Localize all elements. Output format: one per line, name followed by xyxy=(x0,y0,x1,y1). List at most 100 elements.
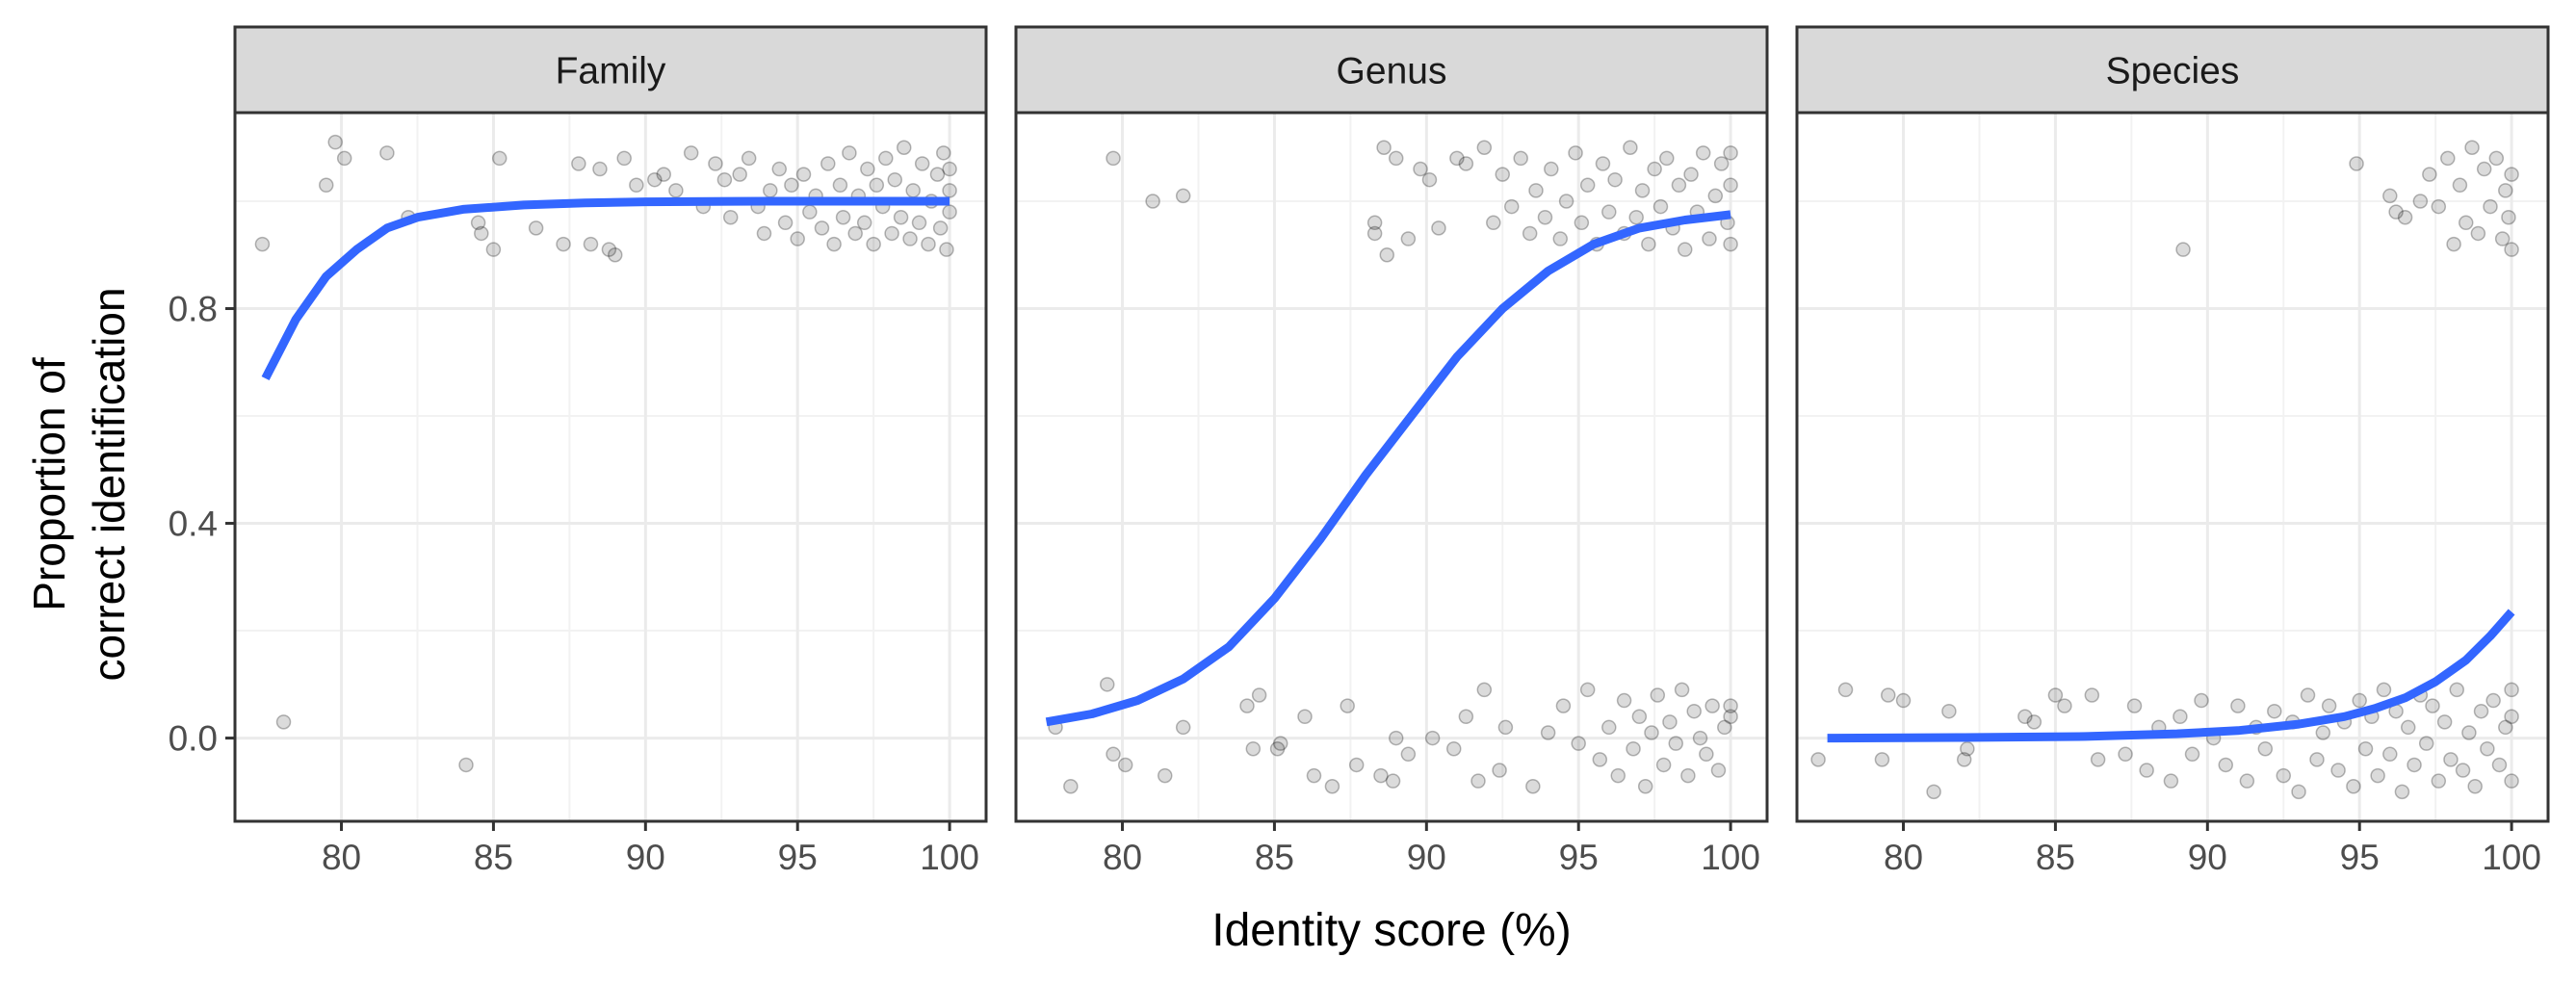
data-point xyxy=(1668,736,1684,751)
data-point xyxy=(716,171,733,188)
data-point xyxy=(1492,763,1507,778)
data-point xyxy=(847,225,863,242)
data-point xyxy=(2504,167,2519,182)
data-point xyxy=(1628,209,1644,225)
data-point xyxy=(379,145,395,161)
data-point xyxy=(1388,730,1404,746)
data-point xyxy=(929,167,946,182)
data-point xyxy=(1579,682,1596,698)
x-tick-label: 85 xyxy=(474,838,513,877)
data-point xyxy=(1099,677,1115,692)
data-point xyxy=(936,145,951,161)
data-point xyxy=(1662,714,1678,730)
data-point xyxy=(1528,183,1544,198)
data-point xyxy=(1647,161,1662,177)
data-point xyxy=(2431,198,2447,215)
data-point xyxy=(1837,682,1854,698)
data-point xyxy=(1251,687,1267,703)
data-point xyxy=(1366,215,1383,231)
data-point xyxy=(1574,215,1590,231)
data-point xyxy=(763,183,778,198)
x-tick-label: 90 xyxy=(626,838,665,877)
data-point xyxy=(832,177,848,194)
data-point xyxy=(647,171,663,188)
data-point xyxy=(2370,767,2385,784)
data-point xyxy=(2400,719,2416,736)
facet-strip-label: Family xyxy=(556,51,666,92)
fit-curve xyxy=(1045,210,1731,727)
data-point xyxy=(2300,687,2316,703)
x-axis-title: Identity score (%) xyxy=(1211,905,1571,956)
data-point xyxy=(491,150,507,167)
data-point xyxy=(1659,150,1675,167)
data-point xyxy=(1175,188,1191,204)
facet-strip xyxy=(1014,25,1769,115)
data-point xyxy=(1692,730,1708,746)
data-point xyxy=(1680,767,1696,784)
data-point xyxy=(893,209,909,225)
x-tick-label: 100 xyxy=(2482,838,2541,877)
data-point xyxy=(1503,198,1520,215)
data-point xyxy=(2452,177,2468,194)
data-point xyxy=(1723,698,1738,713)
data-point xyxy=(1486,215,1501,231)
data-point xyxy=(2504,773,2519,789)
fit-curve xyxy=(1827,609,2515,743)
data-point xyxy=(722,209,739,225)
data-point xyxy=(2139,763,2154,778)
data-point xyxy=(896,140,912,155)
data-point xyxy=(1641,236,1656,252)
data-point xyxy=(336,150,352,167)
data-point xyxy=(1723,145,1738,161)
data-point xyxy=(1366,225,1383,242)
data-point xyxy=(1513,150,1528,167)
data-point xyxy=(583,236,599,252)
data-point xyxy=(1063,779,1079,794)
data-point xyxy=(1704,698,1720,713)
data-point xyxy=(1699,746,1714,763)
data-point xyxy=(1552,231,1569,246)
data-point xyxy=(2376,682,2392,698)
data-point xyxy=(2084,687,2100,703)
data-point xyxy=(485,242,502,257)
data-point xyxy=(2464,140,2480,155)
data-point xyxy=(1710,763,1727,778)
data-point xyxy=(1634,183,1651,198)
data-point xyxy=(1340,698,1355,713)
data-point xyxy=(1601,204,1617,220)
data-point xyxy=(2407,757,2422,773)
data-point xyxy=(528,220,544,236)
data-point xyxy=(571,156,586,171)
data-point xyxy=(2394,784,2410,800)
data-point xyxy=(1623,140,1638,155)
data-point xyxy=(1376,140,1392,155)
data-point xyxy=(2382,746,2398,763)
x-tick-label: 90 xyxy=(2188,838,2227,877)
data-point xyxy=(1525,779,1541,794)
data-point xyxy=(795,167,812,182)
data-point xyxy=(683,145,699,161)
data-point xyxy=(911,215,927,231)
data-point xyxy=(2491,757,2508,773)
data-point xyxy=(905,183,921,198)
data-point xyxy=(2291,784,2306,800)
data-point xyxy=(2194,692,2209,709)
data-point xyxy=(2388,204,2404,220)
data-point xyxy=(1555,698,1572,713)
data-point xyxy=(1616,692,1632,709)
data-point xyxy=(1874,752,1890,767)
data-point xyxy=(2440,150,2456,167)
panel-background xyxy=(1797,113,2548,821)
data-point xyxy=(1677,242,1693,257)
data-point xyxy=(2352,692,2367,709)
data-point xyxy=(921,236,936,252)
data-point xyxy=(2485,692,2501,709)
data-point xyxy=(2458,215,2474,231)
data-point xyxy=(866,236,881,252)
data-point xyxy=(1674,682,1690,698)
data-point xyxy=(1810,752,1826,767)
data-point xyxy=(2422,167,2437,182)
x-tick-label: 95 xyxy=(778,838,818,877)
data-point xyxy=(878,150,894,167)
data-point xyxy=(1117,757,1133,773)
